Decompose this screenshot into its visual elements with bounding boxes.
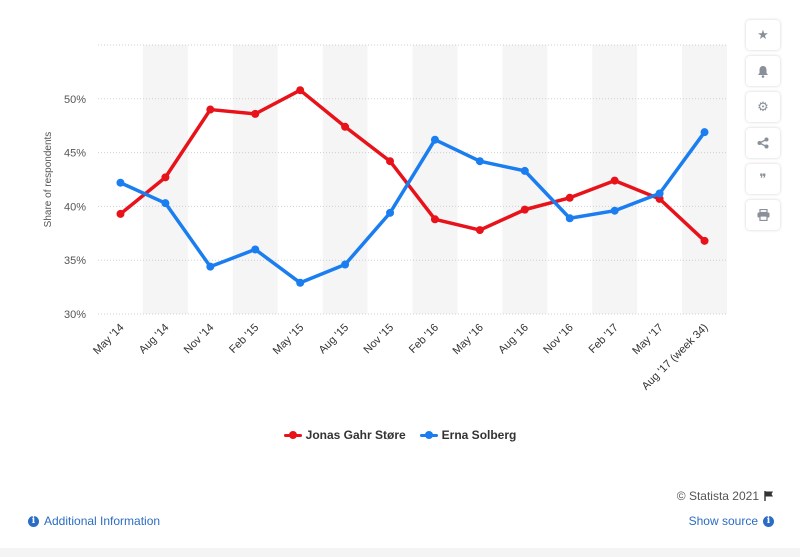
data-point: [251, 245, 260, 254]
x-tick-label: Aug '16: [496, 322, 531, 357]
y-axis-label: Share of respondents: [43, 132, 54, 228]
series-line-1: [118, 130, 707, 285]
x-tick-label: May '17: [630, 322, 665, 357]
line-chart: 30% 35% 40% 45% 50% Share of respondents May '…: [43, 44, 727, 393]
y-tick-label: 30%: [64, 309, 86, 321]
print-icon[interactable]: [746, 200, 780, 230]
gear-icon[interactable]: ⚙: [746, 92, 780, 122]
x-tick-label: Aug '15: [317, 322, 352, 357]
info-icon: i: [28, 515, 39, 527]
copyright-label: © Statista 2021: [676, 489, 759, 503]
share-icon[interactable]: [746, 128, 780, 158]
flag-icon[interactable]: [764, 491, 774, 501]
data-point: [475, 226, 484, 235]
source-info-icon: i: [763, 515, 774, 527]
y-tick-label: 50%: [64, 94, 86, 106]
data-point: [700, 128, 709, 137]
x-tick-label: Nov '15: [362, 322, 397, 357]
data-point: [161, 199, 170, 208]
side-toolbar: ★ ⚙ ❞: [746, 20, 780, 230]
plot-band: [682, 45, 727, 314]
y-tick-label: 40%: [64, 201, 86, 213]
x-tick-label: Feb '15: [227, 322, 261, 356]
legend-swatch-solberg: [419, 430, 438, 439]
x-tick-label: May '15: [271, 322, 306, 357]
x-tick-label: Feb '16: [407, 322, 441, 356]
x-tick-label: Aug '14: [137, 322, 172, 357]
data-point: [251, 109, 260, 118]
data-point: [610, 206, 619, 215]
data-point: [116, 209, 125, 218]
data-point: [296, 86, 305, 95]
y-tick-label: 35%: [64, 255, 86, 267]
data-point: [341, 122, 350, 131]
data-point: [475, 157, 484, 166]
plot-band: [412, 45, 458, 314]
data-point: [116, 178, 125, 187]
data-point: [206, 262, 215, 271]
bell-icon[interactable]: [746, 56, 780, 86]
plot-band: [322, 45, 368, 314]
x-tick-label: May '16: [451, 322, 486, 357]
show-source-link[interactable]: Show source i: [689, 514, 774, 528]
chart-legend: Jonas Gahr Støre Erna Solberg: [0, 428, 800, 442]
plot-band: [502, 45, 548, 314]
data-point: [296, 278, 305, 287]
copyright-text: © Statista 2021: [677, 489, 774, 503]
plot-band: [232, 45, 278, 314]
data-point: [655, 189, 664, 198]
data-point: [430, 135, 439, 144]
show-source-label: Show source: [688, 514, 758, 528]
legend-item-store[interactable]: Jonas Gahr Støre: [283, 428, 406, 442]
series-line-0: [118, 88, 707, 243]
data-point: [430, 215, 439, 224]
x-tick-label: Nov '16: [541, 322, 576, 357]
data-point: [206, 105, 215, 114]
data-point: [520, 205, 529, 214]
legend-label-solberg: Erna Solberg: [441, 428, 517, 442]
legend-item-solberg[interactable]: Erna Solberg: [419, 428, 517, 442]
data-point: [341, 260, 350, 269]
additional-info-link[interactable]: i Additional Information: [28, 514, 160, 528]
data-point: [565, 214, 574, 223]
star-icon[interactable]: ★: [746, 20, 780, 50]
additional-info-label: Additional Information: [44, 514, 161, 528]
data-point: [565, 193, 574, 202]
x-tick-label: May '14: [91, 322, 126, 357]
data-point: [610, 176, 619, 185]
data-point: [161, 173, 170, 182]
data-point: [386, 208, 395, 217]
x-tick-label: Nov '14: [182, 322, 217, 357]
data-point: [520, 166, 529, 175]
legend-swatch-store: [283, 430, 302, 439]
legend-label-store: Jonas Gahr Støre: [305, 428, 406, 442]
data-point: [386, 157, 395, 166]
quote-icon[interactable]: ❞: [746, 164, 780, 194]
y-tick-label: 45%: [64, 148, 86, 160]
x-tick-label: Feb '17: [587, 322, 621, 356]
data-point: [700, 236, 709, 245]
